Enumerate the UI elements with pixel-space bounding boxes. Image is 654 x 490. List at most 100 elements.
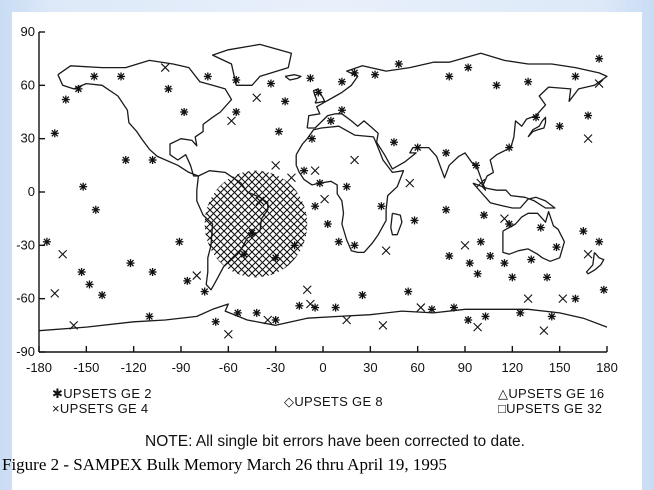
- point-ge2: [42, 237, 51, 246]
- point-ge2: [326, 116, 335, 125]
- point-ge4: [583, 134, 593, 144]
- point-ge2: [248, 228, 256, 237]
- point-ge2: [390, 138, 398, 147]
- point-ge4: [594, 79, 604, 88]
- point-ge2: [90, 72, 99, 81]
- point-ge4: [500, 214, 509, 224]
- legend-ge2-label: UPSETS GE 2: [63, 386, 152, 401]
- y-tick-label: -90: [16, 344, 35, 359]
- point-ge2: [334, 237, 343, 246]
- point-ge2: [314, 88, 323, 97]
- point-ge4: [473, 322, 483, 332]
- point-ge2: [571, 294, 580, 303]
- point-ge2: [516, 308, 525, 317]
- point-ge2: [85, 280, 94, 289]
- point-ge2: [358, 291, 367, 300]
- legend-ge32-label: UPSETS GE 32: [506, 401, 603, 416]
- point-ge4: [378, 320, 388, 330]
- saa-cluster-hatch: [204, 170, 308, 278]
- legend-ge16: △UPSETS GE 16: [498, 386, 604, 402]
- point-ge2: [500, 259, 509, 268]
- point-ge2: [148, 156, 157, 164]
- point-ge2: [233, 308, 242, 317]
- point-ge2: [536, 223, 545, 232]
- point-ge4: [223, 329, 233, 339]
- point-ge2: [442, 205, 451, 214]
- point-ge2: [337, 106, 346, 115]
- point-ge2: [445, 72, 454, 81]
- x-tick-label: -90: [172, 360, 191, 375]
- asterisk-icon: ✱: [52, 386, 64, 401]
- point-ge2: [473, 269, 482, 278]
- point-ge2: [479, 211, 488, 220]
- x-tick-label: 60: [410, 360, 424, 375]
- point-ge2: [350, 68, 359, 77]
- point-ge2: [449, 303, 458, 312]
- point-ge2: [145, 312, 154, 321]
- x-tick-label: 90: [458, 360, 472, 375]
- point-ge2: [505, 143, 514, 152]
- coast-japan: [527, 116, 547, 138]
- point-ge2: [180, 108, 189, 116]
- legend-ge8-label: UPSETS GE 8: [294, 394, 383, 409]
- point-ge2: [307, 134, 316, 143]
- square-icon: □: [498, 401, 507, 416]
- point-ge2: [79, 182, 88, 191]
- point-ge2: [486, 252, 495, 260]
- point-ge2: [427, 305, 436, 314]
- figure-caption: Figure 2 - SAMPEX Bulk Memory March 26 t…: [2, 455, 447, 474]
- point-ge2: [281, 97, 290, 106]
- point-ge2: [377, 202, 386, 211]
- coast-africa: [295, 125, 405, 254]
- y-tick-label: 30: [21, 131, 35, 146]
- point-ge2: [232, 108, 241, 116]
- point-ge2: [77, 268, 86, 276]
- legend-ge4: ×UPSETS GE 4: [52, 401, 148, 416]
- point-ge4: [252, 93, 262, 103]
- point-ge2: [445, 252, 454, 260]
- point-ge2: [472, 161, 481, 170]
- point-ge4: [558, 294, 568, 304]
- point-ge2: [311, 202, 320, 211]
- saa-cluster: [204, 170, 308, 278]
- point-ge2: [203, 72, 212, 81]
- point-ge2: [555, 122, 564, 131]
- point-ge2: [175, 237, 184, 246]
- point-ge2: [337, 77, 346, 86]
- point-ge2: [547, 312, 556, 321]
- point-ge2: [50, 129, 59, 138]
- point-ge2: [442, 148, 451, 157]
- point-ge2: [121, 156, 130, 164]
- point-ge4: [50, 288, 60, 298]
- point-ge2: [410, 216, 419, 225]
- x-tick-label: -60: [219, 360, 238, 375]
- point-ge2: [74, 84, 83, 93]
- point-ge2: [404, 287, 413, 296]
- point-ge2: [476, 237, 485, 246]
- point-ge4: [287, 173, 296, 183]
- y-tick-label: 90: [21, 24, 35, 39]
- x-tick-label: 30: [363, 360, 377, 375]
- point-ge4: [263, 315, 273, 325]
- point-ge2: [394, 60, 403, 68]
- coast-north-america: [57, 59, 233, 177]
- point-ge2: [232, 76, 241, 84]
- figure-paper: [12, 12, 642, 490]
- coastline-map: [38, 43, 608, 332]
- point-ge2: [371, 70, 380, 79]
- point-ge2: [331, 303, 340, 312]
- coast-madagascar: [390, 212, 403, 236]
- coast-greenland: [211, 43, 293, 86]
- point-ge2: [91, 205, 100, 214]
- point-ge4: [227, 116, 236, 126]
- point-ge2: [552, 243, 561, 252]
- point-ge4: [381, 246, 391, 256]
- point-ge2: [524, 77, 533, 86]
- triangle-icon: △: [498, 386, 509, 401]
- point-ge4: [160, 63, 170, 72]
- point-ge2: [300, 166, 309, 175]
- point-ge2: [274, 127, 283, 136]
- point-ge4: [302, 285, 312, 295]
